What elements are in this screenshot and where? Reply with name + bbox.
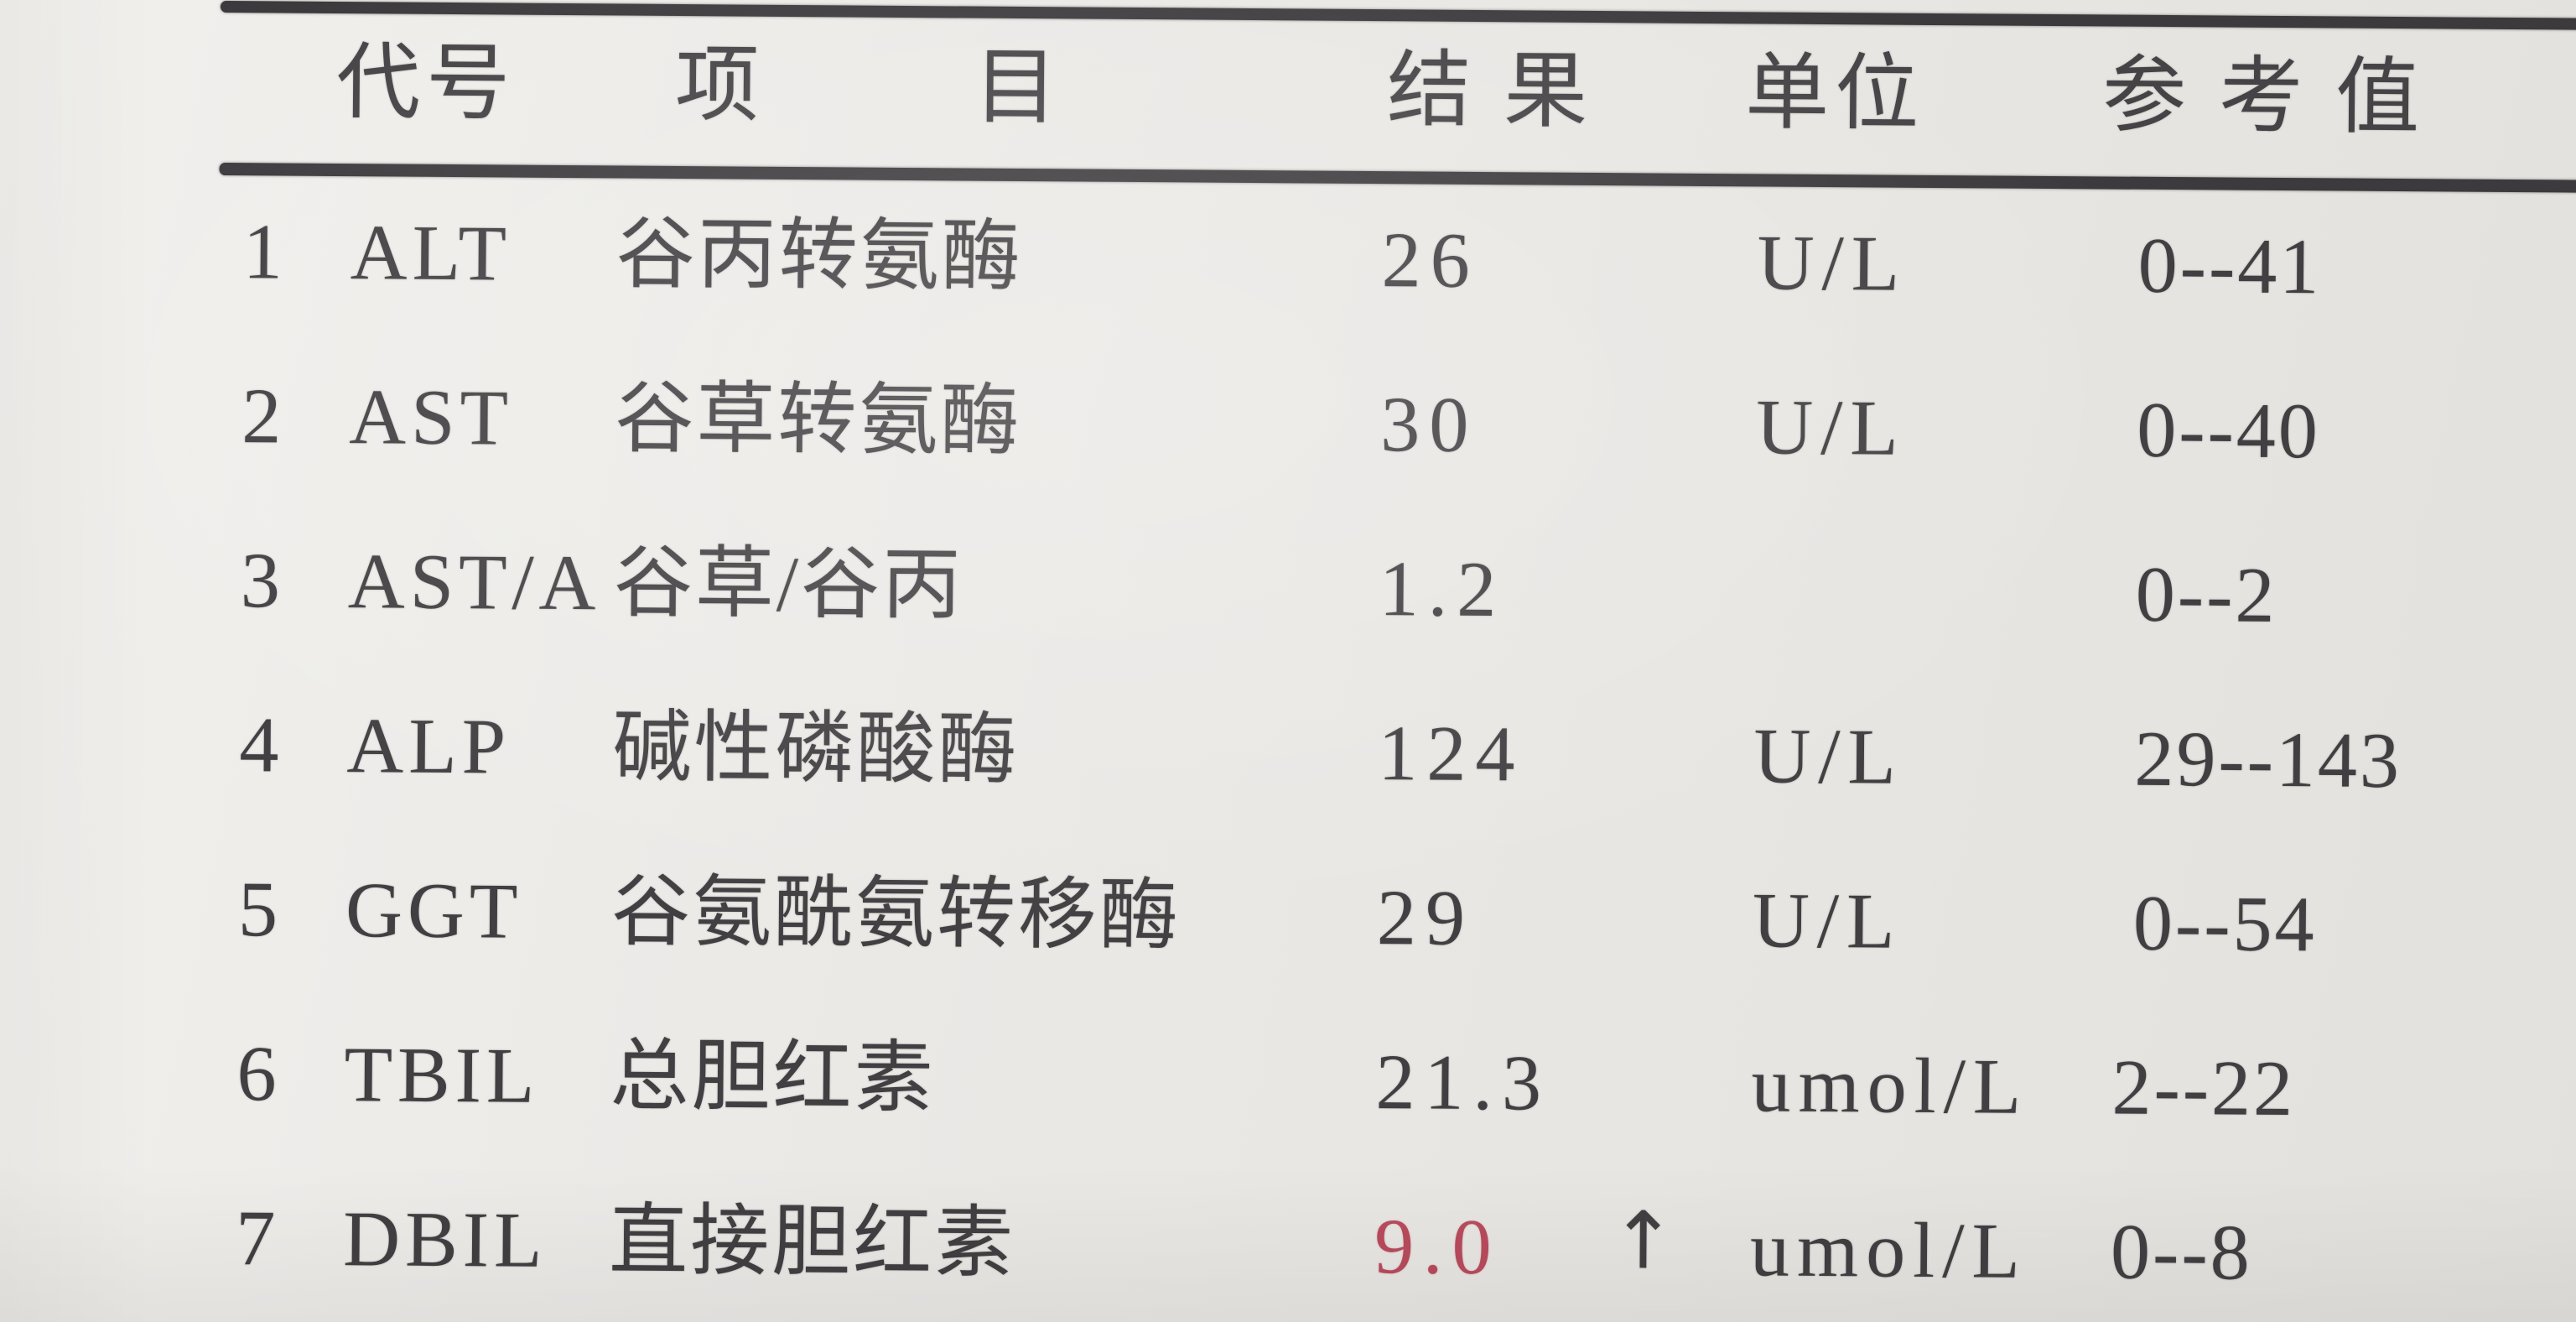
code-cell: GGT — [345, 867, 523, 955]
item-name-cell: 直接胆红素 — [608, 1197, 1016, 1288]
result-cell: 21.3 — [1375, 1038, 1551, 1127]
abnormal-up-arrow-icon: ↑ — [1609, 1195, 1677, 1288]
item-name-cell: 谷草/谷丙 — [613, 539, 964, 630]
table-row: 1 ALT 谷丙转氨酶 26 U/L 0--41 — [0, 208, 2574, 356]
result-cell: 124 — [1378, 710, 1524, 799]
result-cell: 30 — [1379, 381, 1478, 469]
code-cell: DBIL — [342, 1195, 548, 1284]
reference-cell: 0--41 — [2137, 221, 2322, 311]
unit-cell: U/L — [1755, 383, 1907, 472]
result-cell: 1.2 — [1379, 545, 1506, 634]
row-number-cell: 6 — [236, 1030, 279, 1118]
unit-cell: U/L — [1752, 877, 1903, 965]
row-number-cell: 3 — [240, 537, 283, 625]
table-row: 6 TBIL 总胆红素 21.3 umol/L 2--22 — [0, 1030, 2568, 1178]
header-reference: 参 考 值 — [2101, 49, 2426, 145]
unit-cell: U/L — [1753, 712, 1904, 801]
reference-cell: 0--2 — [2135, 550, 2277, 639]
header-rule-top — [220, 0, 2576, 31]
reference-cell: 29--143 — [2134, 715, 2402, 805]
code-cell: ALT — [350, 209, 512, 298]
result-cell: 26 — [1381, 216, 1480, 304]
row-number-cell: 4 — [239, 701, 282, 789]
header-unit: 单位 — [1744, 46, 1925, 141]
header-item-1: 项 — [674, 38, 766, 133]
row-number-cell: 5 — [237, 866, 281, 954]
item-name-cell: 总胆红素 — [610, 1033, 936, 1123]
header-item-2: 目 — [973, 40, 1064, 135]
header-rule-bottom — [219, 162, 2576, 194]
table-row: 3 AST/A 谷草/谷丙 1.2 0--2 — [0, 537, 2572, 684]
table-row: 4 ALP 碱性磷酸酶 124 U/L 29--143 — [0, 701, 2571, 849]
header-result: 结 果 — [1386, 44, 1594, 138]
unit-cell: U/L — [1757, 219, 1908, 308]
item-name-cell: 碱性磷酸酶 — [612, 704, 1020, 794]
result-cell: 9.0 — [1374, 1203, 1502, 1292]
result-cell: 29 — [1376, 874, 1475, 962]
reference-cell: 0--54 — [2132, 879, 2317, 969]
item-name-cell: 谷丙转氨酶 — [615, 211, 1024, 302]
row-number-cell: 7 — [235, 1194, 278, 1283]
table-row: 7 DBIL 直接胆红素 9.0 ↑ umol/L 0--8 — [0, 1194, 2567, 1322]
row-number-cell: 1 — [242, 208, 286, 296]
reference-cell: 0--8 — [2110, 1208, 2253, 1297]
header-code: 代号 — [335, 36, 517, 131]
table-row: 5 GGT 谷氨酰氨转移酶 29 U/L 0--54 — [0, 866, 2569, 1013]
unit-cell: umol/L — [1749, 1205, 2028, 1295]
reference-cell: 2--22 — [2111, 1044, 2296, 1133]
code-cell: TBIL — [344, 1031, 540, 1120]
row-number-cell: 2 — [241, 372, 284, 461]
reference-cell: 0--40 — [2136, 386, 2321, 476]
table-row: 2 AST 谷草转氨酶 30 U/L 0--40 — [0, 372, 2573, 520]
item-name-cell: 谷氨酰氨转移酶 — [610, 868, 1182, 960]
code-cell: AST/A — [347, 538, 601, 627]
item-name-cell: 谷草转氨酶 — [614, 375, 1022, 466]
unit-cell: umol/L — [1751, 1041, 2029, 1131]
code-cell: AST — [348, 373, 514, 462]
code-cell: ALP — [346, 702, 512, 791]
